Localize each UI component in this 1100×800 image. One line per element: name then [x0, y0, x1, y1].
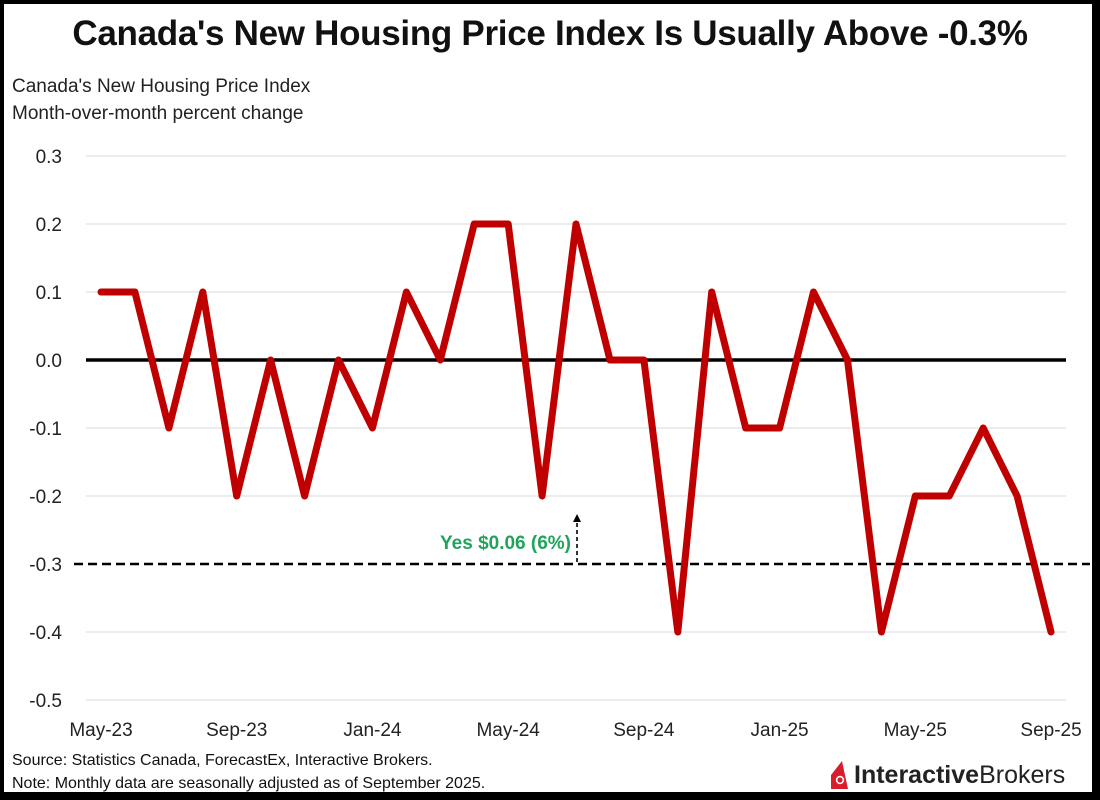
- x-tick-label: May-24: [476, 720, 540, 741]
- y-tick-label: -0.2: [29, 487, 62, 508]
- logo-text-bold: Interactive: [854, 760, 980, 789]
- x-tick-label: Sep-25: [1020, 720, 1081, 741]
- logo-text-regular: Brokers: [979, 760, 1066, 789]
- annotation-label: Yes $0.06 (6%): [440, 533, 571, 554]
- y-tick-label: 0.0: [36, 351, 62, 372]
- series-group: [97, 220, 1055, 636]
- x-tick-label: Sep-23: [206, 720, 267, 741]
- x-axis-ticks: May-23 Sep-23 Jan-24 May-24 Sep-24 Jan-25 May-…: [69, 720, 1081, 741]
- annotation-arrow-head-icon: [573, 514, 582, 522]
- interactive-brokers-flame-icon: [828, 761, 850, 789]
- y-tick-label: -0.4: [29, 623, 62, 644]
- chart-subtitle-series: Canada's New Housing Price Index: [12, 76, 311, 97]
- x-tick-label: Jan-24: [343, 720, 402, 741]
- chart-title: Canada's New Housing Price Index Is Usua…: [72, 14, 1028, 53]
- x-tick-label: Jan-25: [751, 720, 809, 741]
- y-tick-label: 0.2: [36, 215, 62, 236]
- y-tick-label: -0.3: [29, 555, 62, 576]
- source-note: Source: Statistics Canada, ForecastEx, I…: [12, 752, 433, 769]
- reference-lines: [74, 358, 1090, 566]
- y-axis-ticks: 0.3 0.2 0.1 0.0 -0.1 -0.2 -0.3 -0.4 -0.5: [29, 147, 62, 712]
- annotation-group: Yes $0.06 (6%): [440, 514, 582, 562]
- data-note: Note: Monthly data are seasonally adjust…: [12, 775, 486, 792]
- chart-subtitle-units: Month-over-month percent change: [12, 103, 304, 124]
- interactive-brokers-logo: Interactive Brokers: [828, 760, 1065, 790]
- y-tick-label: -0.1: [29, 419, 62, 440]
- x-tick-label: May-23: [69, 720, 132, 741]
- y-tick-label: 0.3: [36, 147, 62, 168]
- gridlines: [86, 155, 1066, 701]
- chart-frame: [4, 4, 1092, 792]
- x-tick-label: Sep-24: [613, 720, 675, 741]
- x-tick-label: May-25: [884, 720, 947, 741]
- y-tick-label: 0.1: [36, 283, 62, 304]
- y-tick-label: -0.5: [29, 691, 62, 712]
